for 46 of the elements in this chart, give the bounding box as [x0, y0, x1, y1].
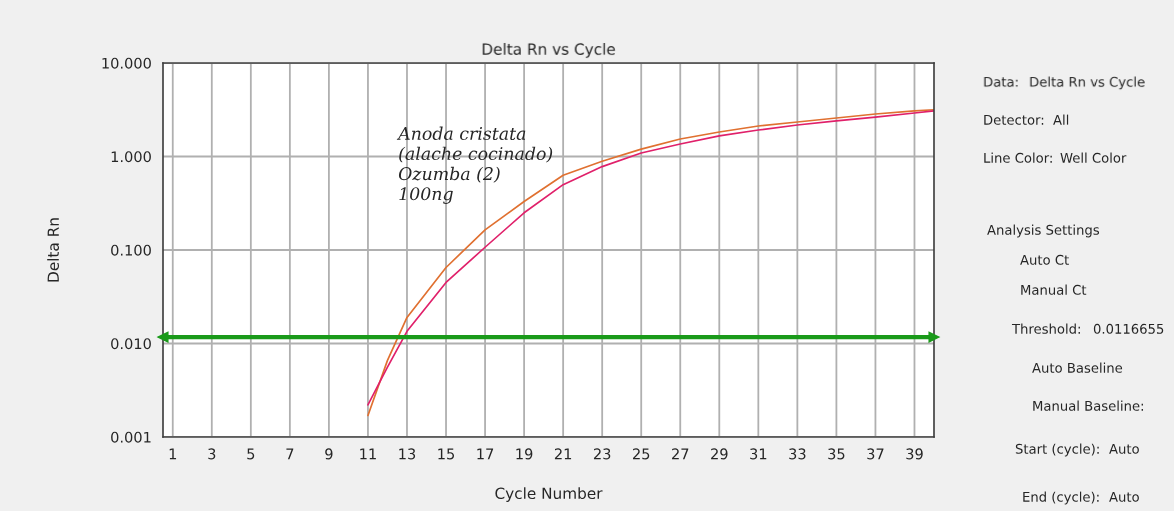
text: Delta Rn vs Cycle [1030, 76, 1145, 90]
x-tick-label: 37 [867, 448, 884, 460]
text: Data: [984, 77, 1018, 87]
x-tick-label: 39 [906, 448, 923, 460]
y-tick-label: 0.100 [111, 244, 151, 256]
x-tick-label: 17 [477, 448, 494, 460]
x-tick-label: 31 [750, 448, 767, 460]
text: Line Color: [984, 152, 1052, 163]
text: Manual Baseline: [1033, 400, 1143, 411]
y-tick-label: 0.001 [111, 431, 151, 443]
text: Analysis Settings [987, 224, 1100, 238]
text: End (cycle): [1023, 491, 1099, 505]
y-tick-label: 0.010 [111, 338, 151, 350]
x-axis-title: Cycle Number [495, 487, 603, 503]
text: Auto Baseline [1032, 362, 1123, 373]
x-tick-label: 11 [360, 448, 376, 460]
text: Threshold: [1011, 323, 1080, 334]
x-tick-label: 15 [438, 448, 455, 460]
x-tick-label: 13 [399, 448, 416, 460]
x-tick-label: 29 [711, 448, 728, 460]
x-tick-label: 23 [593, 448, 611, 460]
x-tick-label: 33 [789, 448, 806, 460]
x-tick-label: 19 [516, 448, 533, 460]
x-tick-label: 5 [247, 448, 255, 460]
text: Well Color [1060, 152, 1127, 163]
text: Auto Ct [1020, 254, 1069, 265]
annotation: Anoda cristata (alache cocinado) Ozumba (2) 100ng [396, 126, 553, 204]
text: Manual Ct [1021, 284, 1087, 295]
y-tick-label: 1.000 [111, 151, 151, 163]
text: Detector: [984, 115, 1044, 125]
text: All [1053, 114, 1069, 125]
x-tick-label: 7 [286, 448, 294, 460]
x-tick-label: 9 [325, 448, 333, 460]
x-tick-label: 35 [828, 448, 845, 460]
x-tick-label: 27 [672, 448, 689, 460]
y-tick-label: 10.000 [102, 57, 151, 69]
text: 0.0116655 [1093, 323, 1164, 334]
x-tick-label: 21 [554, 448, 572, 460]
text: Start (cycle): [1015, 443, 1099, 457]
x-tick-label: 1 [169, 448, 177, 460]
chart-title: Delta Rn vs Cycle [482, 43, 615, 58]
y-axis-title: Delta Rn [47, 218, 60, 282]
x-tick-label: 3 [208, 448, 216, 460]
text: Auto [1109, 492, 1139, 502]
x-tick-label: 25 [633, 448, 650, 460]
text: Auto [1109, 444, 1139, 454]
